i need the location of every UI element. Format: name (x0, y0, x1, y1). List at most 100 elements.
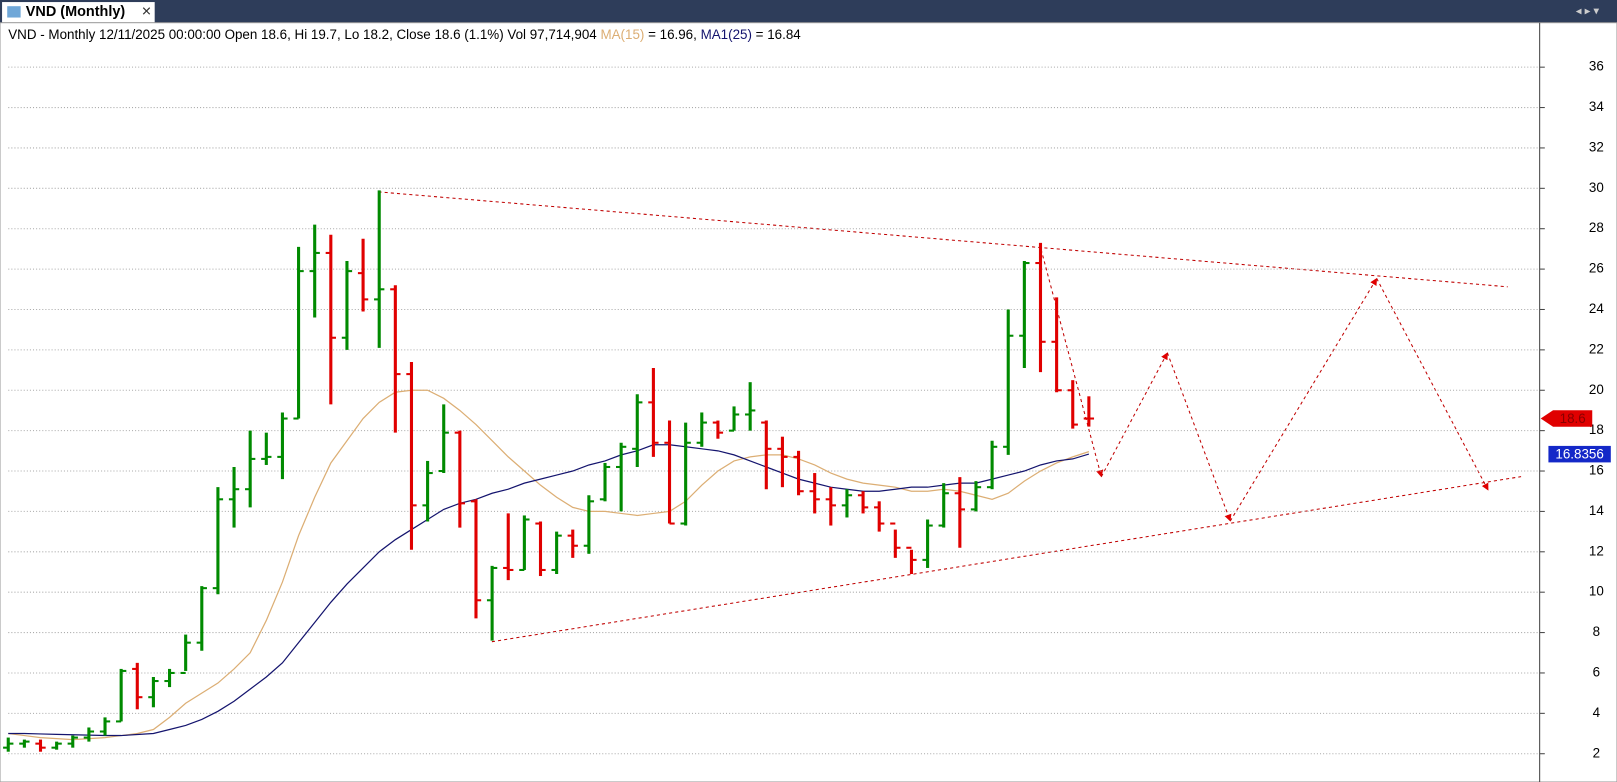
ohlc-bar (664, 420, 675, 525)
ohlc-bar (922, 519, 933, 568)
y-tick-label: 22 (1589, 341, 1604, 356)
y-tick-label: 30 (1589, 180, 1604, 195)
ohlc-bar (632, 394, 643, 467)
ohlc-bar (19, 739, 30, 748)
ohlc-bar (374, 190, 385, 348)
ohlc-bar (825, 487, 836, 526)
tab[interactable] (2, 2, 155, 23)
ohlc-bar (438, 404, 449, 474)
y-tick-label: 16 (1589, 463, 1604, 478)
tab-title: VND (Monthly) (26, 4, 126, 20)
ma25-name: MA1(25) (701, 27, 752, 42)
y-tick-label: 10 (1589, 584, 1604, 599)
y-tick-label: 14 (1589, 503, 1604, 518)
ohlc-bar (277, 412, 288, 480)
ohlc-bar (454, 430, 466, 528)
ohlc-bar (67, 735, 78, 748)
ohlc-bar (83, 727, 95, 742)
ohlc-bar (1067, 380, 1078, 429)
y-tick-label: 8 (1593, 624, 1600, 639)
ohlc-bar (535, 521, 546, 577)
ohlc-bar (245, 430, 256, 508)
ohlc-bar (761, 420, 772, 490)
ohlc-bar (986, 440, 998, 490)
ohlc-bar (1051, 297, 1062, 393)
ohlc-bar (583, 495, 595, 554)
ohlc-bar (1019, 261, 1030, 369)
ohlc-bar (196, 586, 207, 651)
ohlc-bar (809, 473, 820, 514)
ohlc-bar (615, 442, 627, 512)
ohlc-bar (857, 491, 869, 514)
ohlc-bar (519, 515, 530, 572)
y-tick-label: 18 (1589, 422, 1604, 437)
ohlc-bar (777, 436, 788, 488)
ohlc-bar (874, 501, 885, 532)
y-tick-label: 2 (1593, 745, 1600, 760)
ohlc-bar (970, 481, 982, 512)
y-tick-label: 32 (1589, 139, 1604, 154)
ohlc-bar (1083, 396, 1095, 427)
moving-average (8, 444, 1090, 737)
resistance-line (378, 191, 1508, 288)
header-text: VND - Monthly 12/11/2025 00:00:00 Open 1… (8, 27, 597, 42)
arrow (1100, 352, 1168, 477)
y-tick-label: 34 (1589, 99, 1604, 114)
tab-icon (7, 6, 21, 18)
ohlc-bar (696, 412, 707, 447)
ohlc-bar (3, 737, 14, 752)
frame (0, 22, 1617, 782)
ohlc-bar (164, 668, 175, 688)
tab-close[interactable]: ✕ (141, 5, 151, 19)
ohlc-bar (680, 422, 691, 526)
ohlc-bar (503, 513, 514, 581)
ohlc-bar (890, 522, 901, 558)
ma25-value: = 16.84 (756, 27, 802, 42)
ohlc-bar (745, 382, 756, 431)
tab-nav[interactable]: ◂ ▸ ▾ (1576, 5, 1600, 17)
ohlc-bar (35, 739, 46, 752)
y-tick-label: 12 (1589, 543, 1604, 558)
y-tick-label: 20 (1589, 382, 1604, 397)
ohlc-bar (228, 466, 240, 528)
price-tag (1548, 445, 1611, 463)
ohlc-bar (422, 460, 433, 522)
ohlc-bar (293, 246, 304, 420)
ohlc-bar (357, 238, 369, 312)
y-tick-label: 26 (1589, 261, 1604, 276)
y-tick-label: 24 (1589, 301, 1604, 316)
moving-average (8, 389, 1090, 741)
ohlc-bar (148, 676, 159, 708)
ohlc-bar (793, 450, 804, 496)
ohlc-bar (841, 489, 853, 518)
ohlc-bar (390, 285, 401, 433)
ohlc-bar (341, 261, 353, 350)
y-tick-label: 4 (1593, 705, 1601, 720)
ohlc-bar (51, 741, 62, 750)
ohlc-bar (648, 368, 659, 457)
ohlc-bar (261, 432, 272, 465)
tab-bar (0, 0, 1617, 23)
ohlc-bar (212, 487, 224, 595)
support-line (491, 476, 1522, 643)
ohlc-bar (309, 224, 320, 318)
ohlc-bar (99, 717, 111, 736)
ma15-value: = 16.96, (648, 27, 697, 42)
ohlc-bar (406, 361, 417, 550)
ohlc-bar (1035, 242, 1046, 373)
ohlc-bar (325, 234, 336, 405)
ohlc-bar (486, 565, 498, 641)
ohlc-bar (567, 529, 578, 558)
ohlc-bar (938, 483, 949, 528)
ohlc-bar (954, 477, 966, 548)
ma15-name: MA(15) (600, 27, 644, 42)
ohlc-bar (470, 499, 482, 619)
y-tick-label: 36 (1589, 59, 1604, 74)
price-tag-label: 18.6 (1560, 411, 1586, 426)
ohlc-bar (180, 634, 191, 674)
ohlc-bar (1003, 309, 1014, 455)
drawings (378, 191, 1522, 643)
arrow (1376, 278, 1489, 491)
price-tag-label: 16.8356 (1555, 447, 1603, 462)
